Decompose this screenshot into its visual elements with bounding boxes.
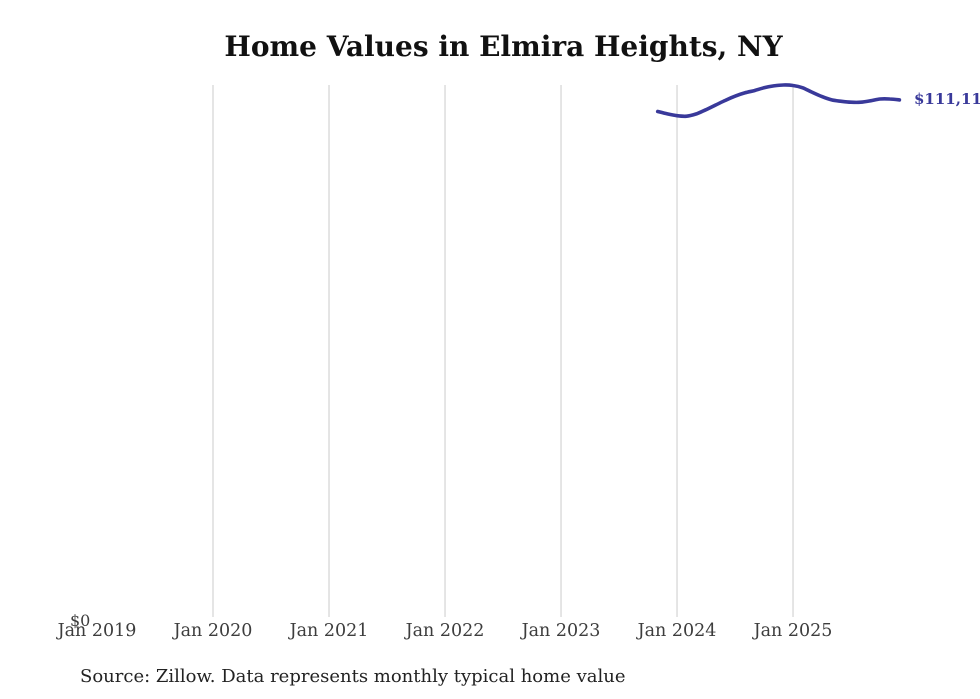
home-value-line bbox=[655, 83, 902, 119]
x-axis-tick-label: Jan 2023 bbox=[521, 621, 601, 641]
x-axis-tick-label: Jan 2020 bbox=[173, 621, 253, 641]
latest-value-label: $111,111 bbox=[914, 90, 980, 109]
x-axis-tick-label: Jan 2021 bbox=[289, 621, 369, 641]
x-axis-tick-label: Jan 2022 bbox=[405, 621, 485, 641]
x-axis-tick-label: Jan 2019 bbox=[57, 621, 137, 641]
y-axis-zero-label: $0 bbox=[70, 611, 91, 630]
x-axis-tick-label: Jan 2025 bbox=[753, 621, 833, 641]
source-note: Source: Zillow. Data represents monthly … bbox=[80, 666, 626, 687]
x-axis-tick-label: Jan 2024 bbox=[637, 621, 717, 641]
chart-title: Home Values in Elmira Heights, NY bbox=[224, 30, 783, 63]
